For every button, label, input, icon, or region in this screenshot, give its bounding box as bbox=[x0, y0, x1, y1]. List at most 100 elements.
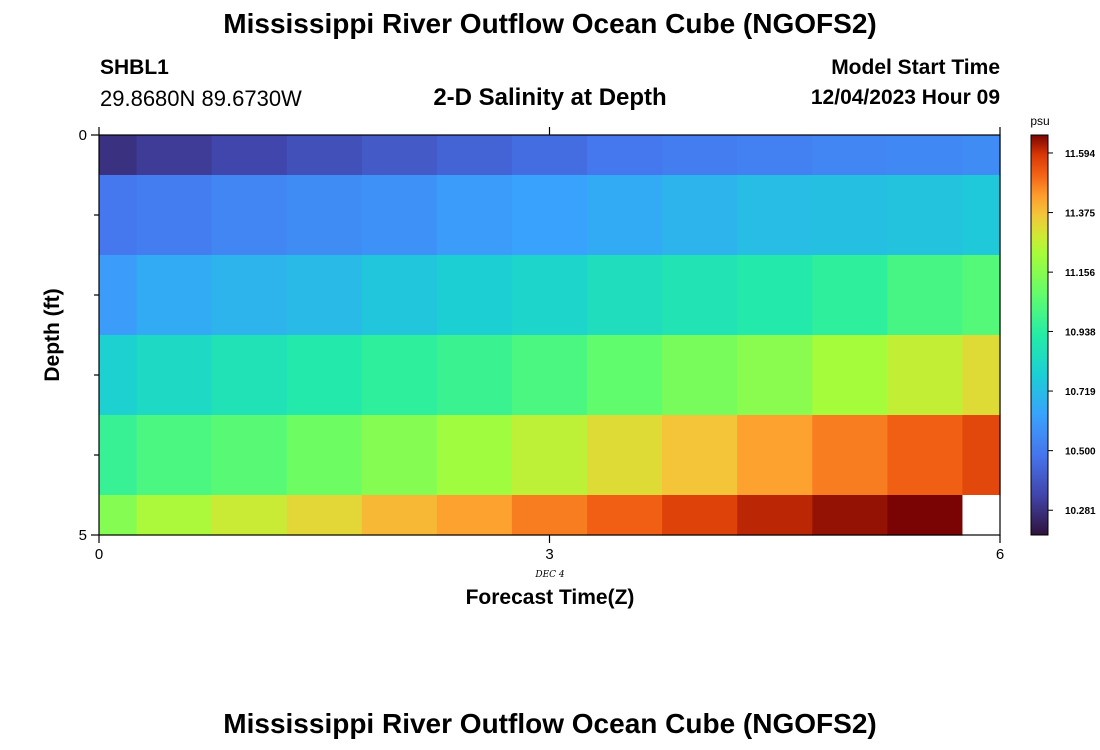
heatmap-cell bbox=[812, 415, 888, 496]
heatmap-cell bbox=[361, 495, 438, 536]
heatmap-cell bbox=[99, 255, 138, 336]
model-start-value: 12/04/2023 Hour 09 bbox=[810, 86, 1000, 109]
heatmap-cell bbox=[99, 135, 138, 176]
heatmap-cell bbox=[136, 335, 213, 416]
chart-subtitle: 2-D Salinity at Depth bbox=[433, 84, 667, 111]
heatmap-cell bbox=[286, 495, 363, 536]
heatmap-cell bbox=[136, 135, 213, 176]
heatmap-cell bbox=[737, 175, 813, 256]
y-tick-label: 5 bbox=[79, 527, 87, 544]
heatmap-cell bbox=[962, 415, 1001, 496]
heatmap-cell bbox=[887, 495, 964, 536]
colorbar-tick-label: 10.719 bbox=[1065, 387, 1096, 398]
heatmap-cell bbox=[962, 135, 1001, 176]
station-coordinates: 29.8680N 89.6730W bbox=[100, 86, 302, 111]
heatmap-cell bbox=[962, 255, 1001, 336]
x-tick-label: 3 bbox=[545, 546, 553, 563]
heatmap-cell bbox=[587, 415, 663, 496]
heatmap-cell bbox=[962, 175, 1001, 256]
heatmap-cell bbox=[99, 495, 138, 536]
heatmap-cell bbox=[136, 495, 213, 536]
y-axis-label: Depth (ft) bbox=[41, 288, 64, 381]
heatmap-cell bbox=[962, 335, 1001, 416]
heatmap-cell bbox=[511, 335, 588, 416]
heatmap-cell bbox=[887, 175, 964, 256]
heatmap-cell bbox=[211, 415, 288, 496]
heatmap-cell bbox=[887, 335, 964, 416]
colorbar-ticks: 11.594 11.375 11.156 10.938 10.719 10.500 10.2… bbox=[1048, 149, 1096, 517]
heatmap-cell bbox=[662, 495, 738, 536]
page-title: Mississippi River Outflow Ocean Cube (NG… bbox=[223, 8, 877, 39]
heatmap-cell bbox=[286, 415, 363, 496]
colorbar-tick-label: 10.500 bbox=[1065, 447, 1096, 458]
axis-ticks: 0 3 605 bbox=[79, 127, 1004, 563]
heatmap-cell bbox=[887, 415, 964, 496]
heatmap-cell bbox=[361, 255, 438, 336]
page-title-bottom: Mississippi River Outflow Ocean Cube (NG… bbox=[223, 708, 877, 739]
heatmap-cell bbox=[436, 135, 513, 176]
heatmap-cell bbox=[211, 135, 288, 176]
heatmap-cell bbox=[662, 335, 738, 416]
heatmap-cell bbox=[587, 335, 663, 416]
colorbar-tick-label: 10.281 bbox=[1065, 506, 1096, 517]
heatmap-cell bbox=[136, 415, 213, 496]
heatmap-cell bbox=[812, 335, 888, 416]
heatmap-cell bbox=[662, 175, 738, 256]
heatmap-cell bbox=[211, 175, 288, 256]
heatmap-cell bbox=[99, 175, 138, 256]
heatmap-cell bbox=[587, 135, 663, 176]
heatmap-cell bbox=[737, 255, 813, 336]
y-tick-label: 0 bbox=[79, 127, 87, 144]
heatmap-cell bbox=[887, 135, 964, 176]
heatmap-cell bbox=[511, 495, 588, 536]
heatmap-cell bbox=[436, 335, 513, 416]
heatmap-cell bbox=[812, 495, 888, 536]
heatmap-cell bbox=[286, 335, 363, 416]
heatmap-cell bbox=[99, 335, 138, 416]
heatmap-cell bbox=[511, 175, 588, 256]
model-start-label: Model Start Time bbox=[831, 56, 1000, 79]
heatmap-cell bbox=[361, 335, 438, 416]
heatmap-cell bbox=[511, 135, 588, 176]
heatmap-cell bbox=[99, 415, 138, 496]
heatmap-cell bbox=[737, 415, 813, 496]
heatmap-cell bbox=[662, 255, 738, 336]
colorbar-tick-label: 11.156 bbox=[1065, 268, 1095, 279]
heatmap-cell bbox=[361, 415, 438, 496]
colorbar-tick-label: 11.375 bbox=[1065, 209, 1095, 220]
heatmap-cells bbox=[99, 135, 1001, 536]
x-axis-label: Forecast Time(Z) bbox=[466, 586, 635, 609]
heatmap-cell bbox=[361, 175, 438, 256]
heatmap-cell bbox=[662, 415, 738, 496]
heatmap-cell bbox=[587, 255, 663, 336]
heatmap-cell bbox=[211, 495, 288, 536]
heatmap-cell bbox=[737, 135, 813, 176]
heatmap-cell bbox=[511, 415, 588, 496]
heatmap-cell bbox=[211, 335, 288, 416]
heatmap-cell bbox=[436, 255, 513, 336]
heatmap-cell bbox=[887, 255, 964, 336]
heatmap-cell bbox=[812, 255, 888, 336]
heatmap-cell bbox=[962, 495, 1001, 536]
heatmap-cell bbox=[737, 335, 813, 416]
heatmap-cell bbox=[436, 175, 513, 256]
heatmap-cell bbox=[587, 175, 663, 256]
heatmap-cell bbox=[587, 495, 663, 536]
heatmap-cell bbox=[812, 175, 888, 256]
heatmap-cell bbox=[436, 495, 513, 536]
heatmap-cell bbox=[136, 175, 213, 256]
heatmap-cell bbox=[286, 135, 363, 176]
x-tick-label: 0 bbox=[95, 546, 103, 563]
heatmap-cell bbox=[286, 255, 363, 336]
heatmap-cell bbox=[361, 135, 438, 176]
colorbar-units: psu bbox=[1030, 114, 1049, 128]
heatmap-cell bbox=[511, 255, 588, 336]
colorbar bbox=[1030, 134, 1049, 536]
x-date-label: DEC 4 bbox=[534, 570, 565, 580]
colorbar-tick-label: 10.938 bbox=[1065, 327, 1096, 338]
heatmap-cell bbox=[662, 135, 738, 176]
x-tick-label: 6 bbox=[996, 546, 1004, 563]
heatmap-cell bbox=[737, 495, 813, 536]
heatmap-cell bbox=[211, 255, 288, 336]
